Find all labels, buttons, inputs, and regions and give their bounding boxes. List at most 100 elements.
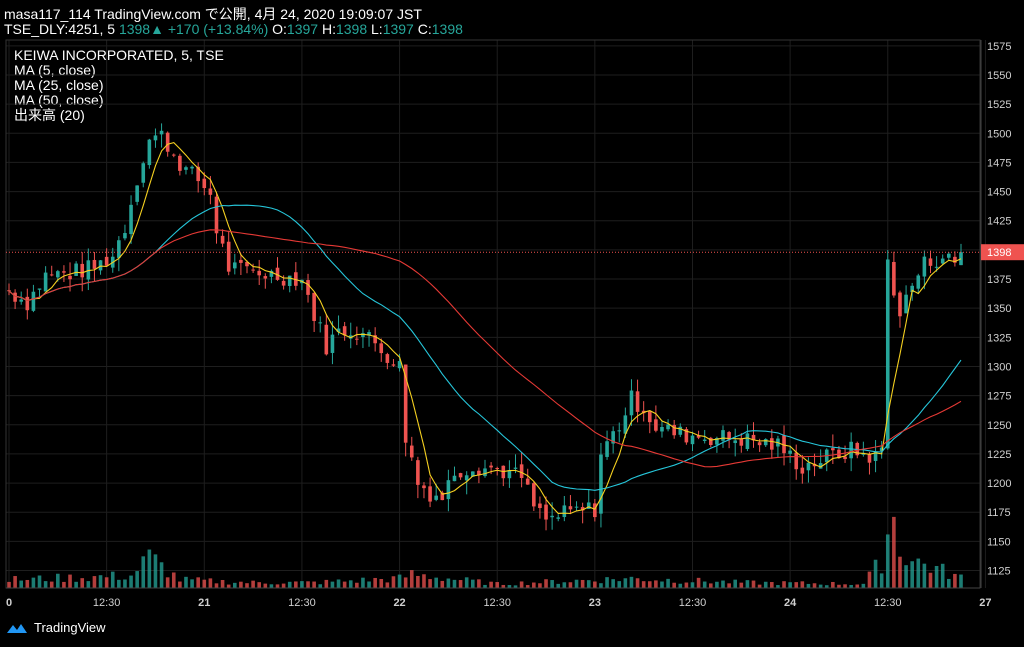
candle-body	[953, 256, 957, 263]
price-tick-label: 1300	[987, 361, 1011, 373]
candle-body	[208, 188, 213, 195]
candle-body	[586, 502, 591, 509]
volume-bar	[458, 580, 463, 588]
legend-ma5[interactable]: MA (5, close)	[14, 62, 96, 78]
volume-bar	[190, 579, 194, 588]
price-tick-label: 1575	[987, 41, 1011, 53]
volume-bar	[702, 581, 707, 588]
candle-body	[751, 434, 756, 441]
candlesticks	[7, 123, 963, 531]
price-tick-label: 1525	[987, 99, 1011, 111]
volume-bar	[147, 549, 152, 588]
price-tick-label: 1550	[987, 70, 1011, 82]
volume-bar	[611, 579, 615, 588]
volume-bar	[940, 563, 945, 588]
candle-body	[507, 470, 512, 479]
volume-bar	[31, 577, 36, 588]
close-label: C:	[417, 21, 432, 37]
volume-bar	[629, 576, 634, 588]
volume-bar	[959, 574, 963, 588]
volume-bar	[727, 583, 731, 588]
time-tick-label: 12:30	[483, 597, 511, 609]
volume-bar	[123, 579, 127, 588]
candle-body	[763, 439, 768, 446]
price-axis[interactable]: 1125 1150 1175 1200 1225 1250 1275 1300 1325 1350…	[980, 40, 1024, 588]
ma25-line	[8, 204, 962, 491]
ma5-line	[8, 141, 962, 515]
candle-body	[403, 364, 408, 443]
candle-body	[190, 166, 194, 169]
candle-body	[324, 324, 329, 355]
candle-body	[696, 435, 701, 438]
volume-bar	[660, 581, 664, 588]
candle-body	[580, 507, 585, 511]
candle-body	[336, 328, 341, 333]
legend-volume[interactable]: 出来高 (20)	[14, 107, 85, 123]
candle-body	[19, 299, 24, 302]
tradingview-logo[interactable]: TradingView	[6, 620, 106, 635]
candle-body	[220, 235, 225, 244]
candle-body	[440, 492, 445, 501]
chart-grid	[5, 39, 986, 589]
legend-symbol[interactable]: KEIWA INCORPORATED, 5, TSE	[14, 47, 224, 63]
volume-bar	[788, 582, 792, 588]
volume-bar	[812, 583, 817, 588]
volume-bar	[818, 584, 823, 588]
volume-bar	[654, 580, 658, 588]
candle-body	[483, 468, 487, 477]
candle-body	[678, 426, 683, 435]
candle-body	[788, 450, 792, 454]
candle-body	[56, 271, 60, 278]
candle-body	[513, 467, 518, 469]
candle-body	[385, 354, 390, 363]
volume-bar	[416, 575, 420, 588]
candle-body	[574, 506, 579, 508]
time-tick-label: 24	[784, 597, 797, 609]
candle-body	[733, 440, 738, 444]
candle-body	[910, 285, 914, 293]
volume-bar	[684, 582, 689, 588]
candle-body	[843, 456, 847, 460]
volume-bar	[397, 574, 402, 588]
volume-bar	[318, 584, 323, 588]
time-axis[interactable]: 0 12:30 21 12:30 22 12:30 23 12:30 24 12:30 27	[6, 587, 992, 609]
candle-body	[330, 334, 335, 353]
volume-bar	[196, 577, 200, 588]
candle-body	[355, 338, 359, 340]
volume-bar	[312, 581, 316, 588]
candle-body	[867, 453, 872, 463]
volume-bar	[171, 572, 176, 588]
volume-bar	[403, 577, 408, 588]
volume-bar	[696, 577, 701, 588]
volume-bar	[159, 562, 164, 588]
volume-bar	[257, 582, 262, 588]
legend-ma25[interactable]: MA (25, close)	[14, 77, 104, 93]
candle-body	[940, 258, 945, 264]
volume-bar	[428, 579, 432, 588]
candle-body	[245, 261, 249, 267]
volume-bar	[62, 581, 66, 588]
candle-body	[470, 471, 475, 477]
candle-body	[959, 252, 963, 266]
candle-body	[275, 267, 280, 280]
candle-body	[257, 270, 262, 276]
candle-body	[226, 241, 231, 272]
price-tick-label: 1150	[987, 536, 1011, 548]
candle-body	[202, 178, 207, 189]
candle-body	[342, 326, 347, 336]
candle-body	[702, 439, 707, 441]
volume-bar	[708, 583, 713, 588]
candle-body	[727, 432, 731, 440]
last-price-badge	[981, 244, 1024, 261]
candle-body	[556, 517, 561, 519]
volume-bar	[544, 579, 548, 588]
time-tick-label: 21	[198, 597, 210, 609]
candle-body	[477, 470, 481, 476]
candle-body	[25, 296, 30, 311]
volume-bar	[910, 561, 914, 588]
volume-bar	[220, 579, 225, 588]
volume-bar	[538, 583, 542, 588]
volume-bar	[208, 578, 213, 588]
volume-bar	[153, 554, 158, 588]
